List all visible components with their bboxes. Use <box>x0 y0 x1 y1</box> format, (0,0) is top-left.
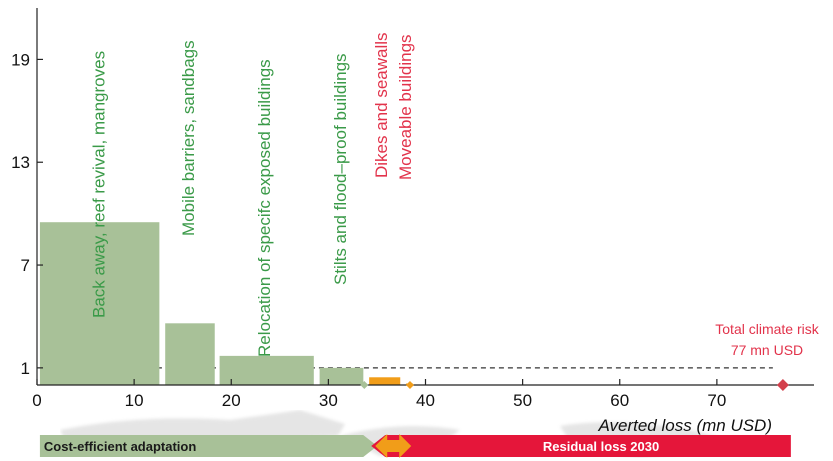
x-tick-label-10: 10 <box>125 391 144 410</box>
bar-1 <box>165 323 215 385</box>
banner-right-label: Residual loss 2030 <box>543 439 659 454</box>
total-risk-label: Total climate risk <box>715 321 819 337</box>
marker-1 <box>405 381 414 389</box>
y-tick-label-1: 1 <box>21 359 30 378</box>
bars-layer <box>39 222 413 385</box>
x-axis-label: Averted loss (mn USD) <box>597 416 772 435</box>
bar-label-0: Back away, reef revival, mangroves <box>90 51 109 318</box>
x-tick-label-60: 60 <box>610 391 629 410</box>
bar-label-3: Stilts and flood–proof buildings <box>331 53 350 285</box>
x-tick-label-0: 0 <box>32 391 41 410</box>
x-tick-label-70: 70 <box>707 391 726 410</box>
banner-double-arrow <box>375 434 412 458</box>
y-tick-label-13: 13 <box>11 153 30 172</box>
x-tick-label-40: 40 <box>416 391 435 410</box>
labels-layer: Back away, reef revival, mangroves Mobile… <box>90 32 820 391</box>
bar-0 <box>39 222 160 385</box>
marker-2 <box>776 379 789 391</box>
y-tick-label-7: 7 <box>21 256 30 275</box>
marker-0 <box>360 381 369 389</box>
bar-2 <box>219 355 314 385</box>
banner-left-label: Cost-efficient adaptation <box>44 439 196 454</box>
x-tick-label-50: 50 <box>513 391 532 410</box>
bar-4 <box>369 377 401 385</box>
banner-left-arrow <box>39 435 378 457</box>
y-tick-label-19: 19 <box>11 50 30 69</box>
bar-3 <box>319 367 364 385</box>
banner-layer: Cost-efficient adaptation Residual loss 2… <box>39 434 791 458</box>
bar-label-2: Relocation of specifc exposed buildings <box>255 59 274 357</box>
axes-layer: 1 7 13 19 0 10 20 30 40 50 60 70 Averted loss (mn US… <box>11 8 814 435</box>
total-risk-value: 77 mn USD <box>731 342 803 358</box>
bar-label-5: Moveable buildings <box>396 34 415 180</box>
x-tick-label-20: 20 <box>222 391 241 410</box>
x-tick-label-30: 30 <box>319 391 338 410</box>
bar-label-1: Mobile barriers, sandbags <box>179 40 198 236</box>
bar-label-4: Dikes and seawalls <box>372 32 391 178</box>
banner-right-arrow <box>371 435 791 457</box>
